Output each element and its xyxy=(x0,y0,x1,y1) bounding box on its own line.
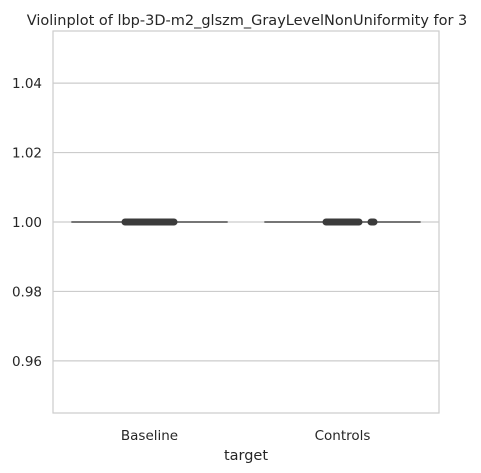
x-axis-label: target xyxy=(224,448,268,464)
y-tick-label: 0.96 xyxy=(12,354,42,370)
box-cluster xyxy=(121,218,178,226)
y-tick-label: 0.98 xyxy=(12,284,42,300)
plot-frame xyxy=(52,30,440,414)
box-cluster xyxy=(322,218,363,226)
y-tick-label: 1.00 xyxy=(12,215,42,231)
x-tick-label: Baseline xyxy=(121,428,178,444)
violins xyxy=(71,218,421,226)
y-tick-label: 1.04 xyxy=(12,76,42,92)
x-axis: Baseline Controls xyxy=(121,428,371,444)
outlier-cluster xyxy=(367,218,378,226)
x-tick-label: Controls xyxy=(315,428,371,444)
y-tick-label: 1.02 xyxy=(12,146,42,162)
y-axis: 0.96 0.98 1.00 1.02 1.04 xyxy=(12,76,42,370)
chart-title: Violinplot of lbp-3D-m2_glszm_GrayLevelN… xyxy=(27,13,468,29)
